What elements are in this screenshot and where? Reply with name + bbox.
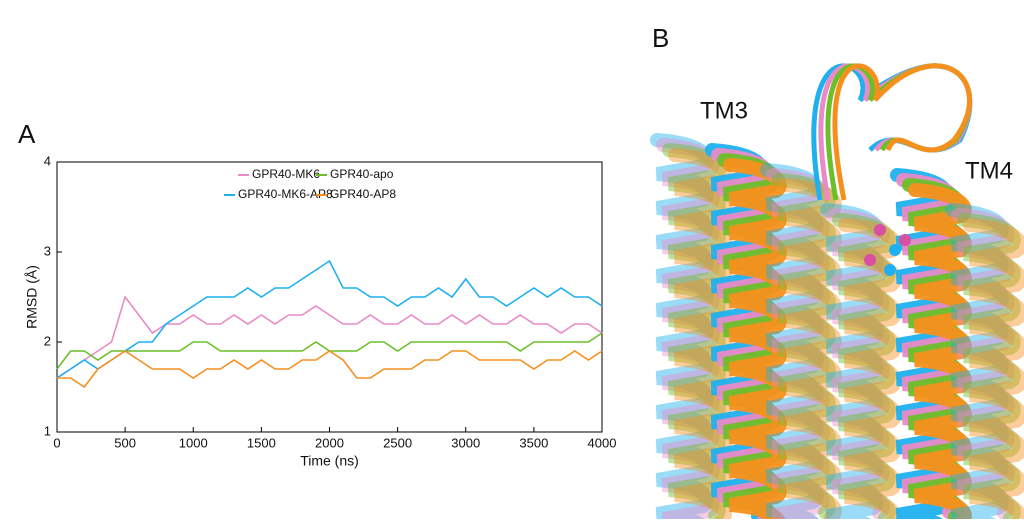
x-tick-label: 0 bbox=[53, 435, 60, 450]
helix bbox=[772, 173, 836, 519]
x-tick-label: 2500 bbox=[383, 435, 412, 450]
series-line bbox=[57, 350, 603, 389]
ligand-atom bbox=[889, 244, 901, 256]
y-tick-label: 2 bbox=[44, 333, 51, 348]
helix bbox=[723, 158, 787, 524]
x-tick-label: 1000 bbox=[179, 435, 208, 450]
ligand-atom bbox=[884, 264, 896, 276]
helix bbox=[963, 218, 1024, 524]
x-tick-label: 4000 bbox=[588, 435, 617, 450]
helix bbox=[656, 138, 720, 524]
x-tick-label: 2000 bbox=[315, 435, 344, 450]
legend-label: GPR40-apo bbox=[330, 167, 394, 181]
x-tick-label: 1500 bbox=[247, 435, 276, 450]
x-tick-label: 3000 bbox=[451, 435, 480, 450]
y-tick-label: 1 bbox=[44, 423, 51, 438]
helix-label: TM4 bbox=[965, 157, 1013, 184]
helix-label: TM3 bbox=[700, 97, 748, 124]
helix bbox=[820, 203, 884, 524]
ligand-atom bbox=[899, 234, 911, 246]
ligand-atom bbox=[874, 224, 886, 236]
y-tick-label: 4 bbox=[44, 153, 51, 168]
helix bbox=[951, 208, 1015, 520]
x-axis-label: Time (ns) bbox=[300, 453, 359, 469]
structure-panel bbox=[650, 63, 1024, 524]
legend-label: GPR40-AP8 bbox=[330, 187, 396, 201]
helix bbox=[826, 208, 890, 520]
y-tick-label: 3 bbox=[44, 243, 51, 258]
helix bbox=[945, 203, 1009, 524]
helix bbox=[766, 168, 830, 524]
panel-label: A bbox=[18, 119, 36, 149]
series-line bbox=[56, 259, 603, 379]
helix bbox=[778, 178, 842, 524]
y-axis-label: RMSD (Å) bbox=[24, 265, 40, 329]
x-tick-label: 3500 bbox=[519, 435, 548, 450]
helix bbox=[957, 213, 1021, 524]
helix bbox=[650, 133, 714, 524]
x-tick-label: 500 bbox=[114, 435, 136, 450]
helix bbox=[760, 163, 824, 524]
ligand-atom bbox=[864, 254, 876, 266]
panel-label: B bbox=[652, 23, 669, 53]
legend-label: GPR40-MK6 bbox=[252, 167, 320, 181]
loop bbox=[832, 63, 972, 201]
helix bbox=[662, 143, 726, 523]
series-line bbox=[56, 295, 603, 379]
helix bbox=[908, 183, 972, 524]
legend-label: GPR40-MK6-AP8 bbox=[238, 187, 333, 201]
